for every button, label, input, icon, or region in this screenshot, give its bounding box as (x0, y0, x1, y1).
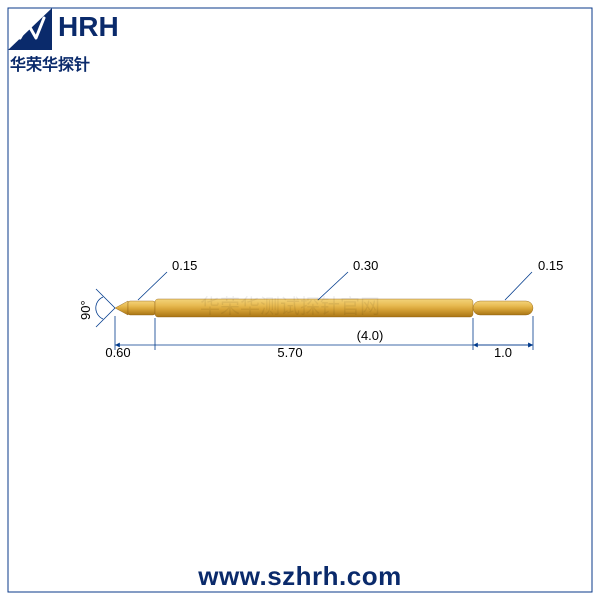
tip-angle (96, 289, 115, 327)
footer-url: www.szhrh.com (0, 561, 600, 592)
leader-tip (138, 272, 167, 300)
probe-tail (473, 301, 533, 315)
leaders (138, 272, 532, 300)
angle-label: 90° (78, 300, 93, 320)
dia-tail-label: 0.15 (538, 258, 563, 273)
leader-tail (505, 272, 532, 300)
diagram-canvas: HRH 华荣华探针 (0, 0, 600, 600)
probe-seg1 (128, 301, 155, 315)
len-body: (4.0) (357, 328, 384, 343)
dia-tip-label: 0.15 (172, 258, 197, 273)
dim-horizontal (115, 316, 533, 350)
probe-body (155, 299, 473, 317)
leader-body (318, 272, 348, 300)
dia-body-label: 0.30 (353, 258, 378, 273)
len-tail: 1.0 (494, 345, 512, 360)
len-total: 5.70 (277, 345, 302, 360)
len-seg1: 0.60 (105, 345, 130, 360)
technical-drawing: 90° 0.15 0.30 0.15 0.60 5.70 (4.0) 1.0 (0, 0, 600, 600)
probe-tip (115, 301, 128, 315)
probe (115, 299, 533, 317)
